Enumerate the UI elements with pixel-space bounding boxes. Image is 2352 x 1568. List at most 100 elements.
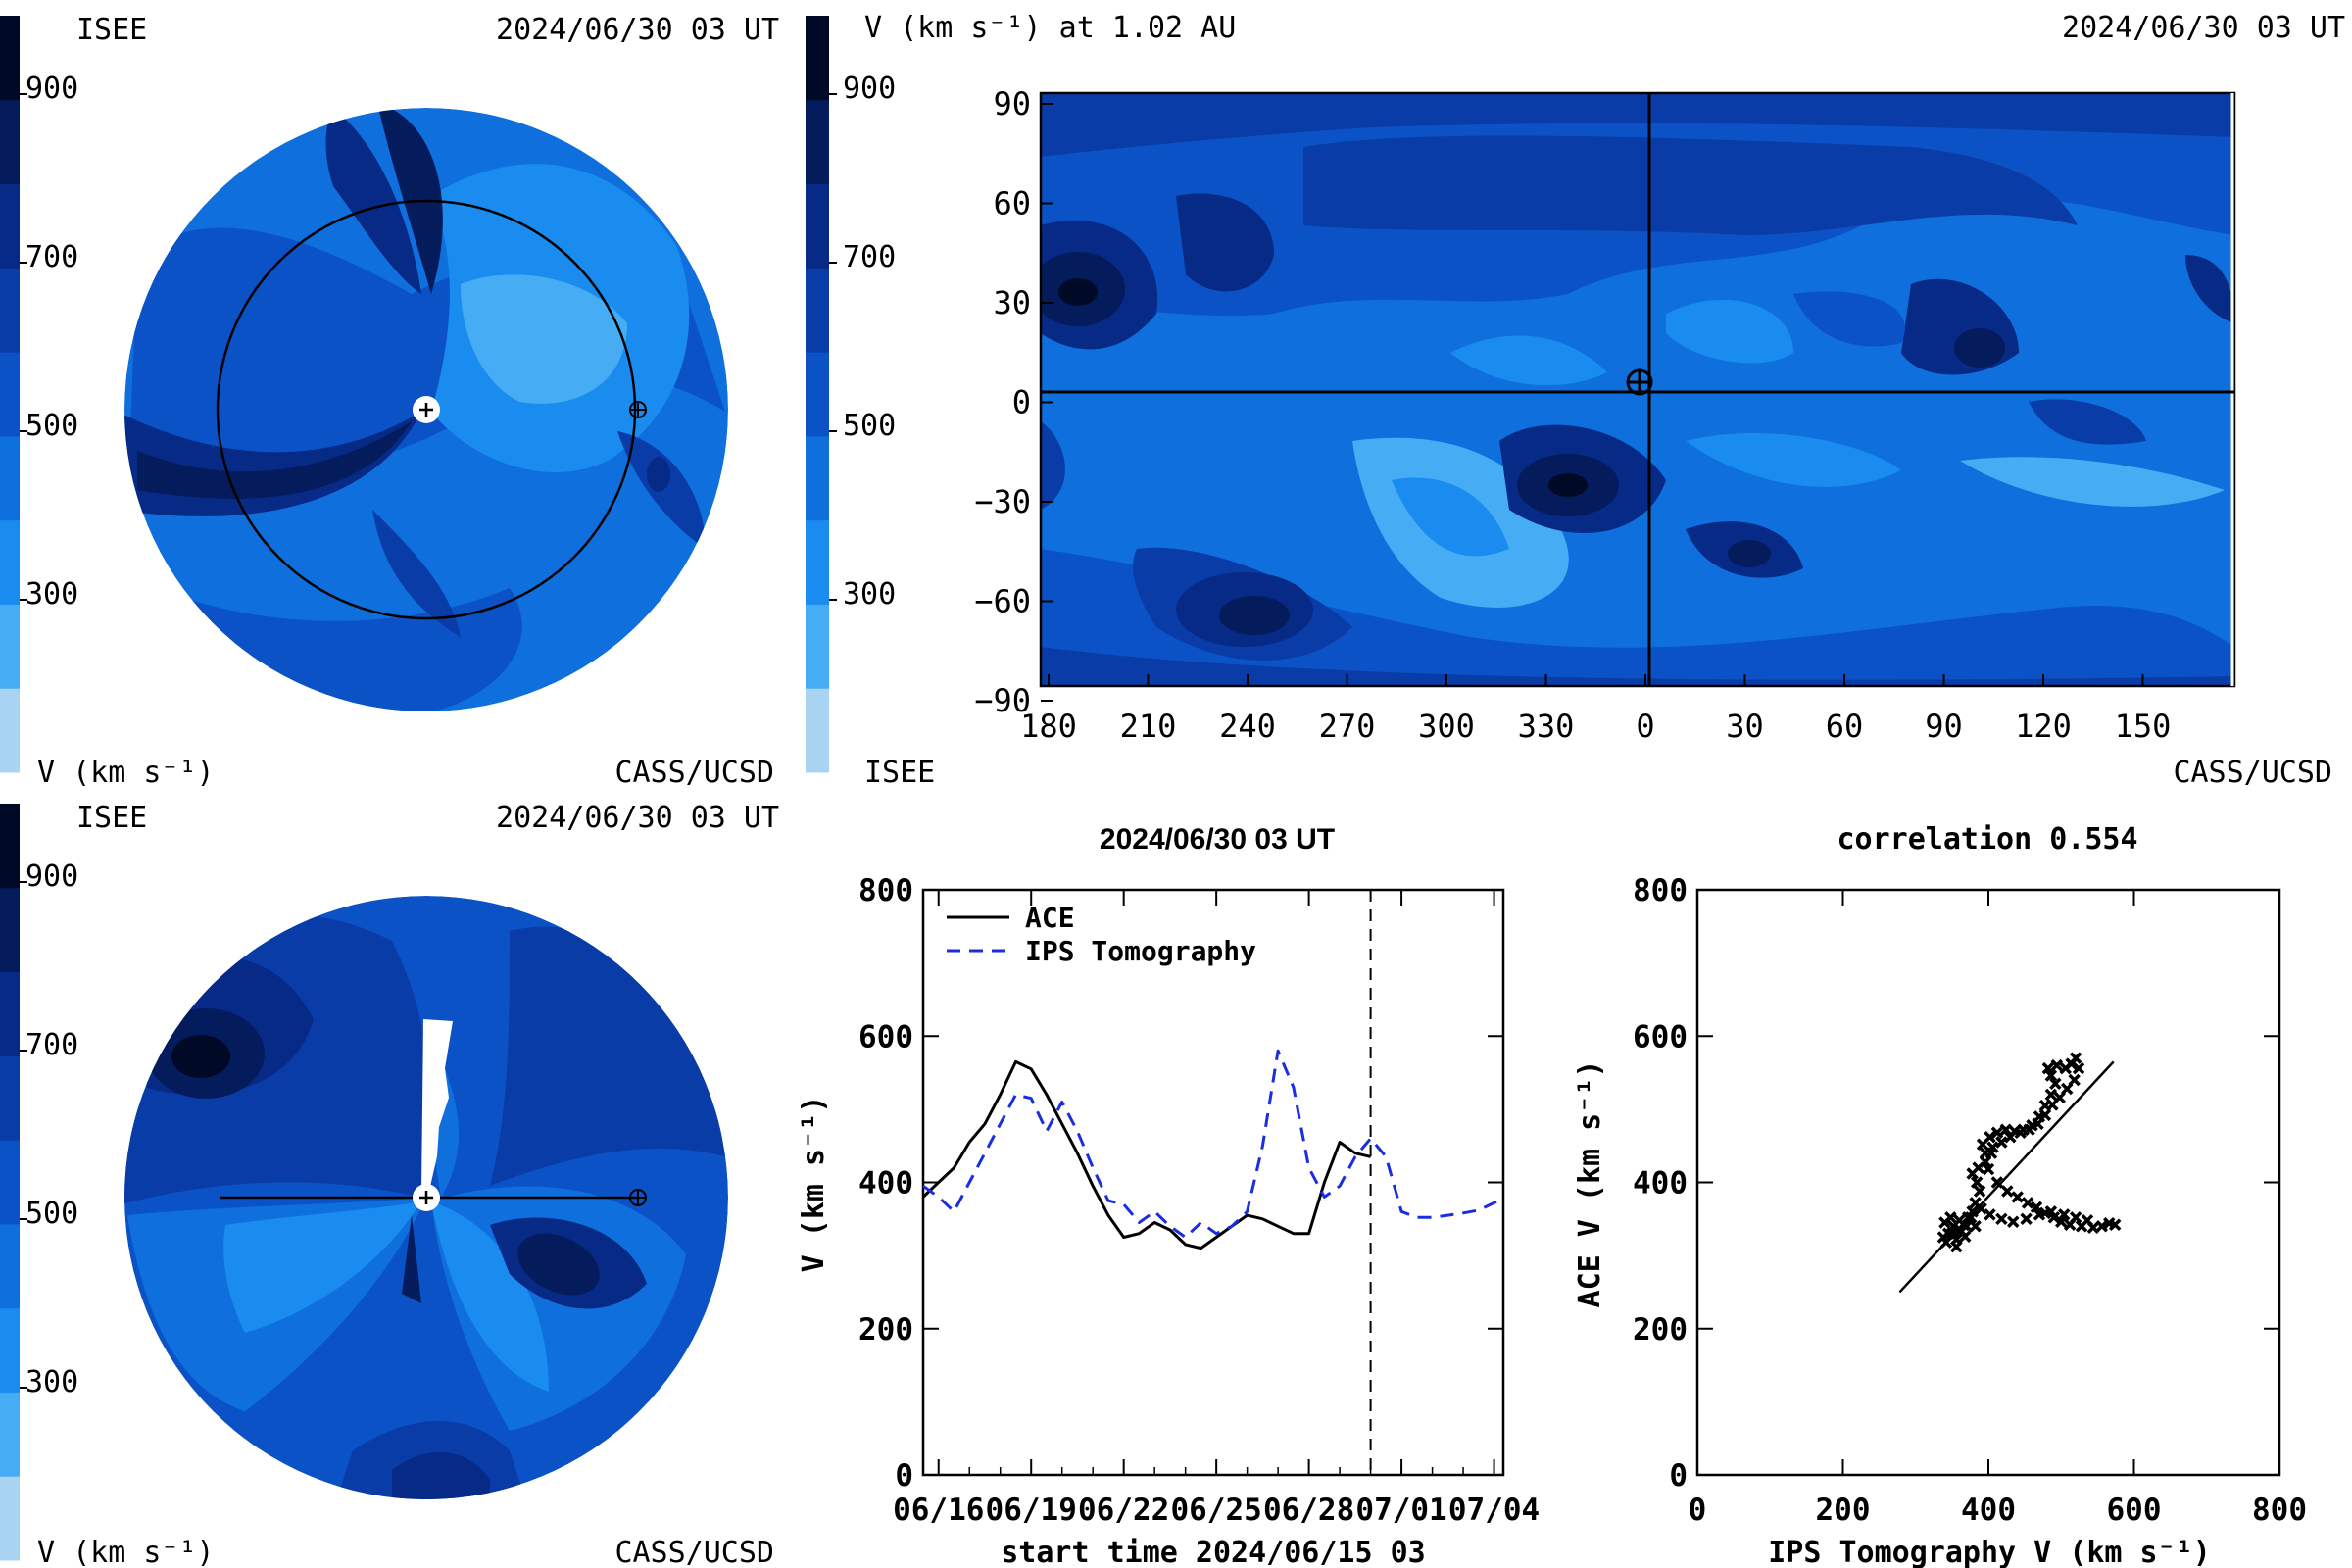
longitude-tick-label: 240: [1219, 708, 1276, 745]
scatter-point: [1945, 1227, 1959, 1240]
colorbar-segment: [0, 1476, 20, 1561]
colorbar-segment: [806, 16, 829, 101]
colorbar-ticks: 900 700 500 300: [25, 72, 78, 612]
y-tick-label: 400: [1633, 1166, 1688, 1201]
institution-label: ISEE: [76, 801, 147, 835]
sun-cross-icon: [419, 1191, 433, 1204]
colorbar-tick-label: 500: [25, 409, 78, 443]
scatter-point: [1999, 1123, 2013, 1137]
carrington-map-panel: 900 700 500 300 V (km s⁻¹) at 1.02 AU 20…: [806, 11, 2345, 790]
longitude-tick-label: 210: [1120, 708, 1177, 745]
longitude-tick-label: 120: [2015, 708, 2072, 745]
scatter-point: [1959, 1230, 1972, 1243]
y-tick-label: 800: [1633, 873, 1688, 908]
x-tick-label: 200: [1816, 1493, 1871, 1528]
scatter-point: [1973, 1185, 1986, 1198]
latitude-ticks: 90 60 30 0 −30 −60 −90: [974, 85, 1053, 719]
credit-label: CASS/UCSD: [2173, 756, 2332, 790]
longitude-tick-label: 60: [1826, 708, 1864, 745]
scatter-point: [1969, 1220, 1982, 1233]
colorbar-tick-label: 700: [843, 240, 896, 274]
scatter-point: [1957, 1218, 1970, 1232]
colorbar-tick-label: 900: [25, 859, 78, 894]
scatter-point: [2014, 1126, 2027, 1139]
scatter-point: [2007, 1215, 2020, 1229]
scatter-point: [2069, 1211, 2082, 1224]
fit-line: [1898, 1060, 2115, 1294]
latitude-tick-label: −90: [974, 682, 1031, 719]
colorbar: [0, 804, 27, 1561]
x-tick-label: 600: [2107, 1493, 2162, 1528]
colorbar-segment: [0, 268, 20, 353]
scatter-point: [2041, 1061, 2055, 1075]
colorbar: [806, 16, 837, 773]
unit-label: V (km s⁻¹): [37, 756, 215, 790]
scatter-point: [2001, 1185, 2014, 1198]
longitude-tick-label: 270: [1319, 708, 1376, 745]
colorbar-segment: [806, 99, 829, 185]
colorbar-segment: [0, 1307, 20, 1393]
x-axis-label: IPS Tomography V (km s⁻¹): [1768, 1536, 2211, 1568]
scatter-point: [1990, 1126, 2004, 1139]
series-line-ace: [921, 1059, 1371, 1250]
velocity-map: [1041, 93, 2234, 686]
x-tick-label: 06/16: [893, 1493, 984, 1528]
series-group: [921, 1049, 1504, 1250]
y-tick-label: 800: [858, 873, 913, 908]
scatter-point: [2044, 1205, 2058, 1218]
y-tick-label: 600: [858, 1019, 913, 1054]
scatter-point: [1944, 1211, 1957, 1224]
scatter-point: [2055, 1215, 2068, 1229]
colorbar-tick-label: 700: [25, 240, 78, 274]
institution-label: ISEE: [76, 13, 147, 47]
scatter-point: [2095, 1220, 2109, 1233]
plot-frame: [1695, 888, 2281, 1477]
x-tick-label: 06/22: [1078, 1493, 1169, 1528]
longitude-tick-label: 30: [1726, 708, 1764, 745]
map-frame: [1039, 91, 2236, 688]
x-tick-label: 0: [1689, 1493, 1707, 1528]
scatter-point: [1984, 1208, 1996, 1221]
scatter-point: [2004, 1130, 2017, 1144]
scatter-point: [2046, 1099, 2059, 1111]
latitude-tick-label: 30: [993, 284, 1031, 321]
longitude-tick-label: 330: [1518, 708, 1575, 745]
longitude-tick-label: 180: [1020, 708, 1077, 745]
latitude-tick-label: 60: [993, 185, 1031, 222]
latitude-tick-label: −30: [974, 483, 1031, 520]
colorbar-tick-label: 900: [25, 72, 78, 106]
colorbar-tick-label: 300: [25, 577, 78, 612]
credit-label: CASS/UCSD: [614, 756, 774, 790]
scatter-point: [2108, 1218, 2122, 1232]
colorbar-ticks: 900 700 500 300: [843, 72, 896, 612]
scatter-point: [2081, 1214, 2094, 1227]
scatter-point: [2021, 1197, 2034, 1209]
map-title: V (km s⁻¹) at 1.02 AU: [864, 11, 1236, 45]
legend-label: IPS Tomography: [1025, 935, 1256, 967]
colorbar-segment: [806, 688, 829, 773]
chart-title: correlation 0.554: [1837, 822, 2137, 857]
y-tick-label: 200: [1633, 1312, 1688, 1348]
scatter-point: [1982, 1162, 1995, 1176]
y-tick-label: 0: [895, 1458, 913, 1494]
colorbar-segment: [806, 519, 829, 605]
velocity-time-series-chart: 2024/06/30 03 UT 0 200 400 600 800 06/16 06/19…: [797, 823, 1540, 1568]
scatter-point: [2049, 1077, 2062, 1090]
scatter-point: [1984, 1130, 1996, 1144]
colorbar-segment: [0, 1140, 20, 1225]
x-axis-label: start time 2024/06/15 03: [1001, 1536, 1425, 1568]
y-axis-label: V (km s⁻¹): [797, 1096, 831, 1273]
correlation-scatter-chart: correlation 0.554 0 200 400 600 800 0 200 400 60…: [1573, 822, 2307, 1568]
scatter-point: [2057, 1208, 2071, 1221]
scatter-point: [2030, 1200, 2043, 1214]
fit-line-group: [1898, 1060, 2115, 1294]
colorbar-segment: [0, 519, 20, 605]
scatter-point: [2023, 1123, 2035, 1137]
x-tick-label: 06/19: [986, 1493, 1077, 1528]
longitude-tick-label: 0: [1636, 708, 1654, 745]
colorbar-segment: [0, 604, 20, 689]
colorbar-segment: [0, 688, 20, 773]
